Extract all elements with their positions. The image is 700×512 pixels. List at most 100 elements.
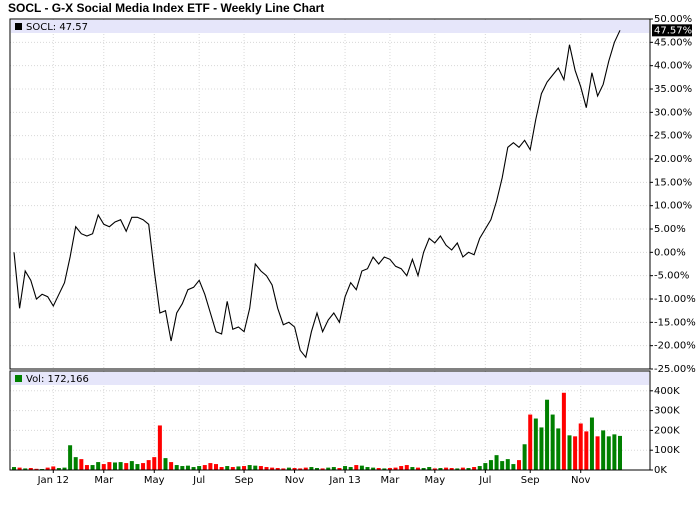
volume-bar	[533, 418, 538, 470]
y-tick-label: 200K	[654, 425, 680, 436]
volume-bar	[242, 466, 247, 470]
volume-bar	[589, 417, 594, 470]
volume-bar	[578, 423, 583, 470]
volume-bar	[197, 466, 202, 470]
volume-bar	[298, 468, 303, 470]
volume-bar	[124, 463, 129, 470]
volume-bar	[399, 466, 404, 470]
volume-bar	[214, 464, 218, 470]
x-tick-label: Jul	[478, 475, 491, 486]
x-tick-label: Jul	[192, 475, 205, 486]
volume-bar	[550, 414, 555, 470]
volume-bar	[444, 467, 449, 470]
volume-bar	[101, 464, 106, 470]
y-tick-label: -15.00%	[654, 317, 696, 328]
volume-bar	[264, 467, 269, 470]
y-tick-label: 300K	[654, 406, 680, 417]
volume-bar	[135, 464, 140, 470]
volume-bar	[494, 455, 499, 470]
volume-bar	[113, 462, 117, 470]
volume-bar	[511, 464, 516, 470]
volume-bar	[208, 463, 213, 470]
legend-swatch	[15, 23, 22, 30]
volume-bar	[488, 460, 493, 470]
volume-bar	[573, 436, 578, 470]
volume-bar	[466, 468, 471, 470]
volume-bar	[618, 435, 622, 470]
x-tick-label: Jan 12	[37, 475, 69, 486]
volume-bar	[382, 468, 387, 470]
volume-bar	[45, 467, 50, 470]
volume-bar	[180, 466, 185, 470]
volume-bar	[129, 461, 134, 470]
volume-bar	[337, 468, 342, 470]
x-tick-label: Sep	[235, 475, 254, 486]
volume-bar	[539, 427, 544, 470]
volume-bar	[286, 467, 291, 470]
volume-bar	[477, 466, 482, 470]
volume-bar	[348, 467, 353, 470]
y-tick-label: 50.00%	[654, 14, 692, 25]
volume-bar	[309, 467, 314, 470]
volume-bar	[292, 468, 297, 470]
y-tick-label: -20.00%	[654, 341, 696, 352]
volume-bar	[404, 465, 409, 470]
volume-bar	[219, 467, 224, 470]
volume-bar	[258, 466, 263, 470]
x-tick-label: Jan 13	[328, 475, 360, 486]
volume-bar	[79, 459, 84, 470]
x-tick-label: Mar	[381, 475, 401, 486]
y-tick-label: 20.00%	[654, 154, 692, 165]
volume-bar	[191, 467, 196, 470]
volume-bar	[500, 461, 505, 470]
volume-bar	[118, 462, 123, 470]
y-tick-label: 35.00%	[654, 84, 692, 95]
volume-bar	[343, 466, 348, 470]
volume-bar	[163, 458, 168, 470]
volume-bar	[174, 465, 179, 470]
panel-border	[9, 370, 651, 471]
volume-bar	[545, 399, 550, 470]
volume-bar	[365, 467, 370, 470]
volume-bar	[23, 468, 28, 470]
volume-bar	[421, 468, 426, 470]
legend-label: SOCL: 47.57	[26, 22, 88, 33]
volume-bar	[331, 467, 336, 470]
volume-bar	[107, 462, 112, 470]
volume-bar	[606, 436, 611, 470]
y-tick-label: -25.00%	[654, 364, 696, 375]
x-tick-label: Mar	[94, 475, 114, 486]
volume-bar	[517, 460, 521, 470]
y-tick-label: 0.00%	[654, 247, 686, 258]
volume-bar	[359, 465, 364, 470]
last-value-label: 47.57%	[654, 25, 692, 36]
panel-border	[9, 18, 651, 370]
volume-bar	[438, 468, 443, 470]
volume-bar	[281, 468, 286, 470]
volume-bar	[410, 467, 415, 470]
volume-bar	[62, 467, 67, 470]
volume-bar	[601, 430, 606, 470]
legend-band	[11, 372, 649, 385]
volume-bar	[528, 414, 533, 470]
volume-bar	[455, 468, 460, 470]
y-tick-label: 40.00%	[654, 61, 692, 72]
x-tick-label: May	[144, 475, 165, 486]
volume-bar	[84, 465, 89, 470]
volume-bar	[236, 466, 241, 470]
x-tick-label: Nov	[285, 475, 305, 486]
volume-bar	[393, 467, 398, 470]
last-value-box	[652, 24, 692, 37]
chart-title: SOCL - G-X Social Media Index ETF - Week…	[8, 1, 324, 15]
y-tick-label: 5.00%	[654, 224, 686, 235]
volume-bar	[371, 467, 376, 470]
volume-bar	[225, 466, 230, 470]
legend-band	[11, 20, 649, 33]
volume-bar	[326, 467, 331, 470]
volume-bar	[146, 460, 151, 470]
volume-bar	[522, 444, 527, 470]
volume-bar	[270, 467, 275, 470]
y-tick-label: 0K	[654, 465, 667, 476]
legend-swatch	[15, 375, 22, 382]
